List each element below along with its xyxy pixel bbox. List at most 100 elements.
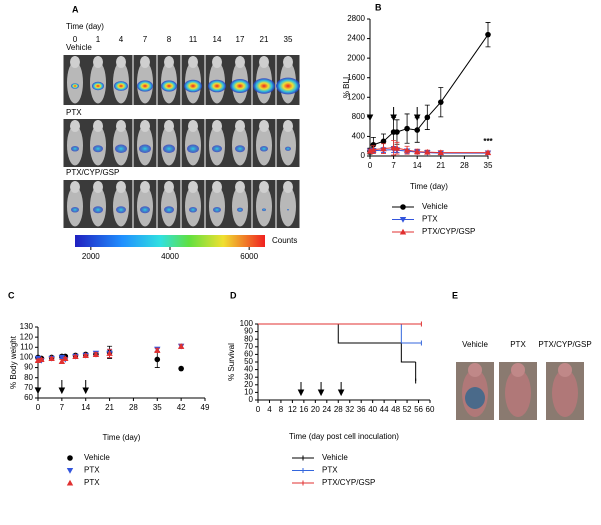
mouse-head: [212, 181, 222, 193]
y-tick-label: 60: [24, 393, 33, 402]
annotation: ***: [483, 137, 493, 146]
signal: [237, 207, 243, 212]
legend-label: PTX/CYP/GSP: [322, 478, 375, 487]
signal: [235, 145, 245, 153]
axes: [369, 19, 488, 157]
mouse-head: [164, 181, 174, 193]
marker: [414, 127, 421, 133]
marker: [437, 149, 444, 156]
colorbar-label: Counts: [272, 236, 297, 245]
colorbar-tick-label: 6000: [240, 252, 258, 261]
mouse-head: [283, 181, 293, 193]
mouse-head: [235, 56, 245, 68]
arrow: [297, 382, 305, 397]
signal: [287, 209, 289, 211]
x-tick-label: 28: [460, 161, 469, 170]
colorbar-tick-label: 2000: [82, 252, 100, 261]
marker: [67, 455, 73, 461]
y-tick-label: 800: [352, 112, 366, 121]
mouse-head: [70, 120, 80, 132]
series-line: [369, 147, 488, 154]
marker: [380, 138, 387, 145]
signal: [139, 144, 151, 153]
y-tick-label: 50: [244, 357, 253, 366]
marker: [58, 358, 66, 365]
survival-step: [400, 343, 416, 363]
y-tick-label: 30: [244, 372, 253, 381]
marker: [393, 144, 401, 151]
colorbar: [75, 235, 265, 247]
legend-label: PTX: [422, 215, 438, 224]
mouse-head: [259, 181, 269, 193]
marker: [62, 355, 69, 362]
mouse-head: [140, 120, 150, 132]
mouse-body: [280, 186, 296, 227]
day-label: 14: [213, 35, 222, 44]
day-label: 11: [189, 35, 198, 44]
x-tick-label: 7: [60, 403, 65, 412]
x-tick-label: 49: [201, 403, 210, 412]
group-label: PTX/CYP/GSP: [538, 340, 591, 349]
y-axis-label: % Body weight: [9, 335, 18, 389]
x-tick-label: 35: [484, 161, 493, 170]
marker: [424, 148, 431, 155]
mouse-body: [209, 186, 225, 227]
marker: [366, 147, 374, 154]
x-tick-label: 36: [357, 405, 366, 414]
marker: [484, 149, 492, 156]
signal: [114, 81, 128, 91]
x-tick-label: 35: [153, 403, 162, 412]
signal: [161, 80, 177, 92]
y-tick-label: 70: [24, 383, 33, 392]
signal: [115, 144, 127, 153]
legend-label: PTX: [84, 466, 100, 475]
legend-label: Vehicle: [322, 453, 348, 462]
mouse-body: [232, 186, 248, 227]
colorbar-tick-label: 4000: [161, 252, 179, 261]
mouse-head: [212, 120, 222, 132]
mouse-head: [283, 120, 293, 132]
y-tick-label: 70: [244, 342, 253, 351]
y-tick-label: 130: [20, 322, 34, 331]
legend-label: Vehicle: [422, 202, 448, 211]
signal: [260, 145, 268, 152]
day-label: 1: [96, 35, 101, 44]
mouse-body: [67, 61, 83, 104]
x-tick-label: 28: [334, 405, 343, 414]
marker: [404, 125, 410, 132]
mouse-photo: [552, 369, 578, 417]
x-tick-label: 14: [413, 161, 422, 170]
mouse-head: [93, 120, 103, 132]
x-tick-label: 48: [391, 405, 400, 414]
signal: [212, 145, 222, 153]
mouse-body: [280, 125, 296, 166]
mouse-head: [140, 181, 150, 193]
legend-label: PTX: [322, 466, 338, 475]
signal: [71, 145, 79, 152]
mouse-photo-head: [511, 363, 525, 377]
x-tick-label: 0: [368, 161, 373, 170]
signal: [184, 79, 202, 93]
mouse-head: [188, 56, 198, 68]
mouse-head: [93, 181, 103, 193]
x-tick-label: 21: [436, 161, 445, 170]
marker: [58, 354, 66, 361]
signal: [93, 145, 103, 153]
x-tick-label: 12: [288, 405, 297, 414]
signal: [276, 77, 300, 95]
day-label: 7: [143, 35, 148, 44]
arrow: [317, 382, 325, 397]
panel-label: E: [452, 290, 458, 300]
mouse-head: [188, 181, 198, 193]
series-line: [369, 34, 489, 152]
mouse-head: [93, 56, 103, 68]
signal: [189, 206, 197, 213]
marker: [414, 148, 421, 155]
mouse-body: [67, 125, 83, 166]
x-tick-label: 24: [322, 405, 331, 414]
marker: [178, 365, 184, 372]
x-axis-label: Time (day post cell inoculation): [289, 432, 399, 441]
panel-label: D: [230, 290, 237, 300]
y-tick-label: 400: [352, 132, 366, 141]
y-tick-label: 20: [244, 380, 253, 389]
